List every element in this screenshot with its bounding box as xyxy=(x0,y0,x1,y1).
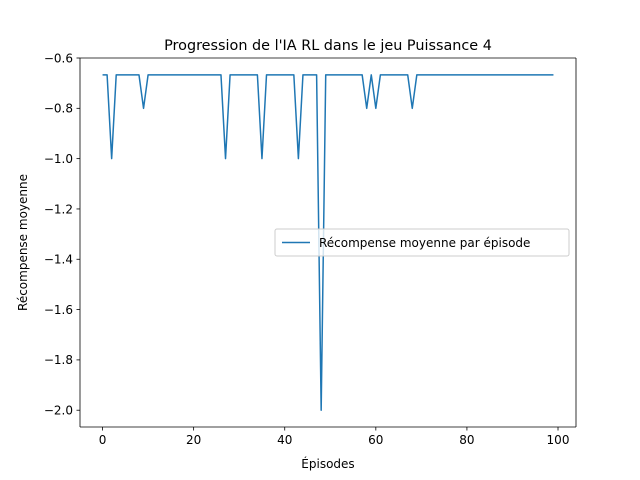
axes-frame xyxy=(79,57,577,428)
x-tick-label: 60 xyxy=(368,433,383,447)
series-layer xyxy=(102,74,554,411)
y-tick-label: −1.2 xyxy=(44,202,73,216)
y-tick-label: −1.0 xyxy=(44,152,73,166)
legend: Récompense moyenne par épisode xyxy=(274,228,570,257)
x-tick-label: 0 xyxy=(99,433,107,447)
x-tick-label: 80 xyxy=(459,433,474,447)
y-tick-label: −1.8 xyxy=(44,353,73,367)
legend-entry: Récompense moyenne par épisode xyxy=(319,236,530,250)
x-axis-ticks: 0 20 40 60 80 100 xyxy=(99,427,570,447)
x-tick-label: 100 xyxy=(547,433,570,447)
legend-box xyxy=(274,228,570,257)
y-tick-label: −2.0 xyxy=(44,404,73,418)
x-tick-label: 20 xyxy=(186,433,201,447)
series-line-0 xyxy=(102,74,554,411)
chart-title: Progression de l'IA RL dans le jeu Puiss… xyxy=(164,38,492,54)
y-tick-label: −0.6 xyxy=(44,51,73,65)
y-axis-label: Récompense moyenne xyxy=(16,174,30,311)
y-tick-label: −1.4 xyxy=(44,253,73,267)
x-tick-label: 40 xyxy=(277,433,292,447)
y-tick-label: −1.6 xyxy=(44,303,73,317)
y-tick-label: −0.8 xyxy=(44,102,73,116)
x-axis-label: Épisodes xyxy=(301,456,354,471)
y-axis-ticks: −2.0 −1.8 −1.6 −1.4 −1.2 −1.0 −0.8 −0.6 xyxy=(44,51,80,418)
